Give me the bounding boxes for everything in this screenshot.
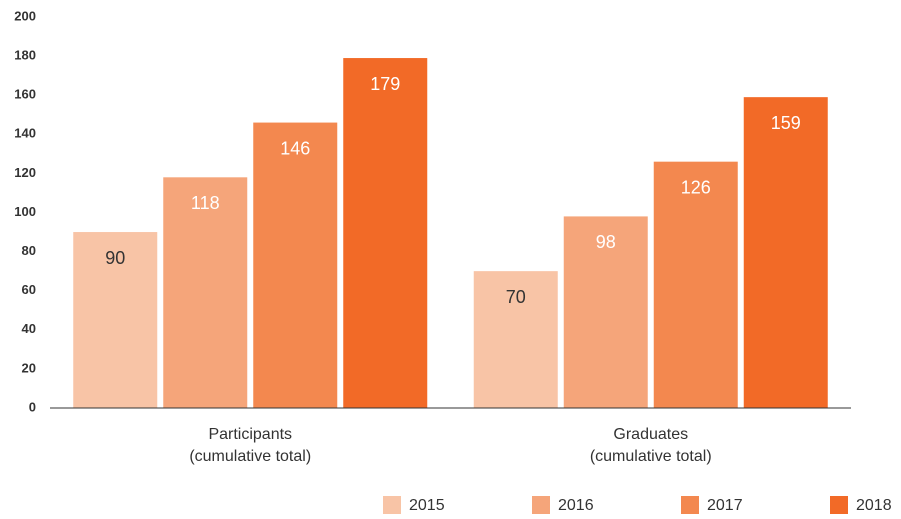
- y-tick-label: 0: [29, 399, 36, 414]
- bar: [563, 216, 648, 408]
- value-label: 146: [280, 138, 310, 158]
- y-tick-label: 80: [22, 243, 36, 258]
- legend-swatch: [681, 496, 699, 514]
- value-label: 179: [370, 74, 400, 94]
- value-label: 70: [506, 287, 526, 307]
- y-tick-label: 20: [22, 360, 36, 375]
- y-tick-label: 200: [14, 8, 36, 23]
- legend-label: 2017: [707, 497, 743, 514]
- y-tick-label: 40: [22, 321, 36, 336]
- legend-swatch: [532, 496, 550, 514]
- y-tick-label: 140: [14, 126, 36, 141]
- bar: [73, 232, 158, 408]
- legend-label: 2018: [856, 497, 892, 514]
- legend-label: 2015: [409, 497, 445, 514]
- value-label: 90: [105, 248, 125, 268]
- value-label: 159: [771, 113, 801, 133]
- bar: [343, 58, 428, 409]
- bar: [163, 177, 248, 408]
- value-label: 118: [191, 193, 220, 213]
- x-tick-label: Participants (cumulative total): [189, 426, 312, 465]
- bar: [253, 122, 338, 408]
- x-tick-label: Graduates (cumulative total): [589, 426, 712, 465]
- value-label: 98: [596, 232, 616, 252]
- legend-swatch: [383, 496, 401, 514]
- y-tick-label: 120: [14, 165, 36, 180]
- y-tick-label: 180: [14, 48, 36, 63]
- bar: [473, 271, 558, 408]
- y-tick-label: 160: [14, 87, 36, 102]
- bar: [653, 161, 738, 408]
- y-tick-label: 60: [22, 282, 36, 297]
- y-tick-label: 100: [14, 204, 36, 219]
- legend-label: 2016: [558, 497, 594, 514]
- bar: [743, 97, 828, 408]
- value-label: 126: [681, 177, 711, 197]
- legend-swatch: [830, 496, 848, 514]
